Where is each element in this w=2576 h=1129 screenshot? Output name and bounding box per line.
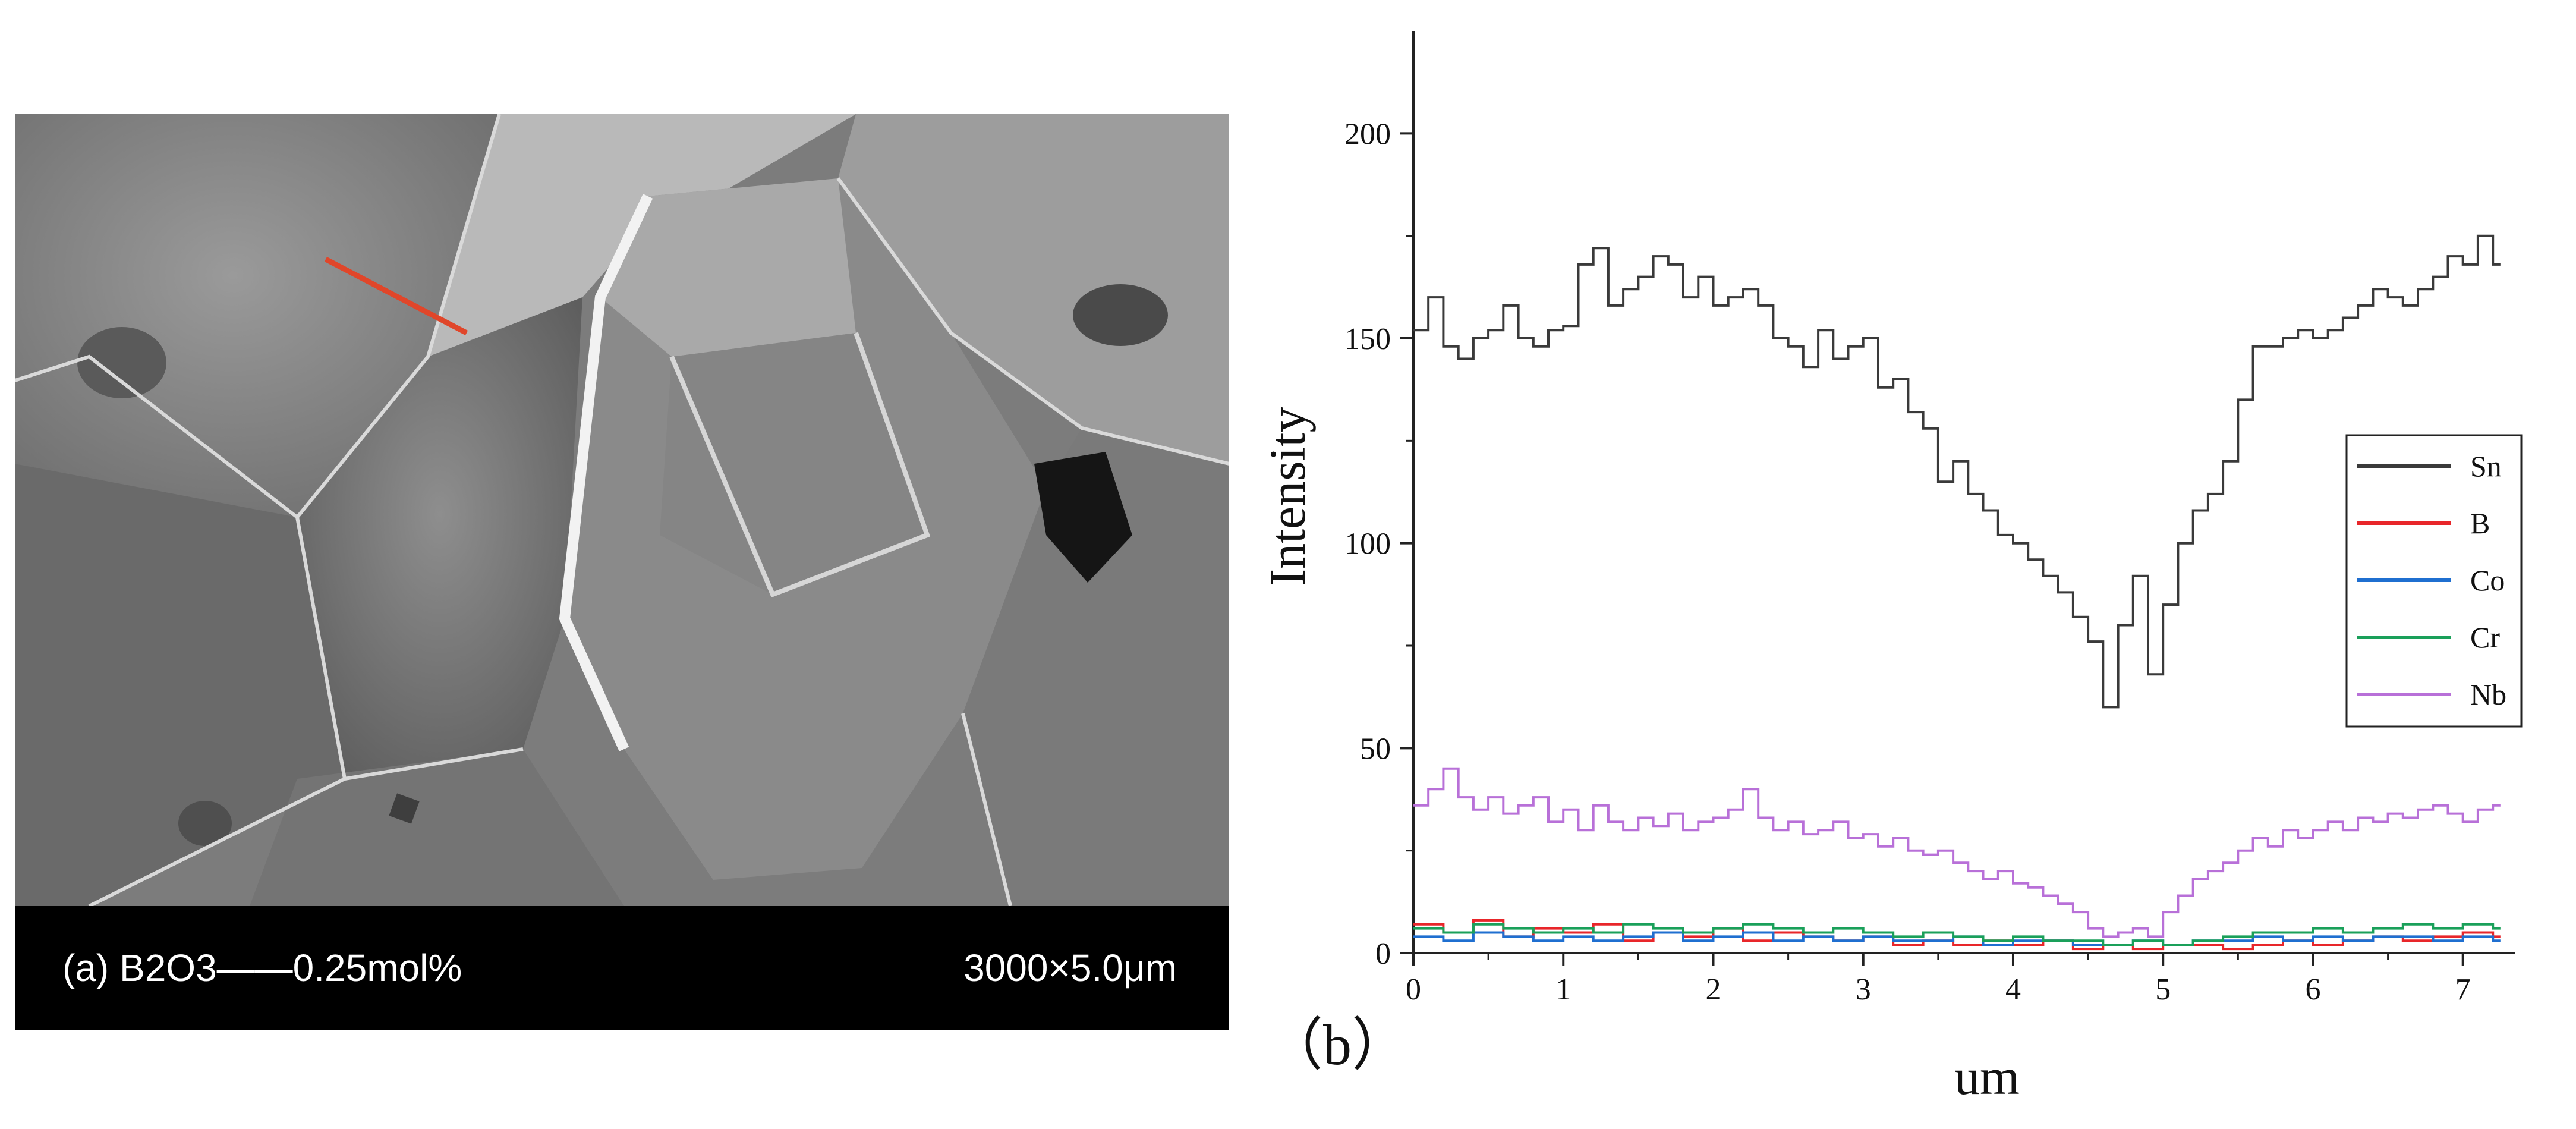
legend-label-cr: Cr: [2470, 621, 2500, 654]
y-tick-label: 100: [1344, 527, 1391, 561]
x-tick-label: 7: [2455, 973, 2471, 1007]
y-tick-label: 200: [1344, 117, 1391, 151]
series-layer: [1413, 234, 2501, 951]
legend-label-b: B: [2470, 507, 2490, 540]
x-tick-label: 6: [2305, 973, 2320, 1007]
sem-image: [15, 114, 1229, 906]
y-axis-title: Intensity: [1259, 407, 1316, 586]
series-line-co: [1413, 931, 2501, 946]
series-line-cr: [1413, 923, 2501, 946]
x-tick-label: 5: [2155, 973, 2171, 1007]
legend-label-sn: Sn: [2470, 449, 2502, 483]
x-tick-label: 3: [1856, 973, 1871, 1007]
panel-label: （b）: [1266, 1013, 1409, 1077]
series-line-b: [1413, 919, 2501, 951]
y-tick-label: 150: [1344, 322, 1391, 356]
y-tick-label: 50: [1360, 732, 1391, 766]
x-tick-label: 0: [1406, 973, 1421, 1007]
series-line-sn: [1413, 234, 2501, 709]
legend-label-co: Co: [2470, 564, 2505, 597]
sample-caption: (a) B2O3——0.25mol%: [62, 946, 462, 989]
x-tick-label: 4: [2005, 973, 2021, 1007]
x-tick-label: 2: [1705, 973, 1721, 1007]
y-tick-label: 0: [1375, 937, 1391, 971]
magnification-caption: 3000×5.0μm: [963, 946, 1177, 989]
plot-frame: [1412, 31, 2515, 954]
axis-ticks: 0 1 2 3 4 5 6 7 0 50 100 150 200: [1344, 117, 2471, 1007]
sem-micrograph: (a) B2O3——0.25mol% 3000×5.0μm: [15, 114, 1229, 1030]
legend: Sn B Co Cr Nb: [2345, 434, 2523, 728]
legend-label-nb: Nb: [2470, 678, 2506, 711]
series-line-nb: [1413, 767, 2501, 938]
x-axis-title: um: [1954, 1048, 2020, 1105]
x-tick-label: 1: [1555, 973, 1571, 1007]
caption-bar: [15, 906, 1229, 1030]
scan-line: [324, 257, 468, 335]
line-scan-chart: 0 1 2 3 4 5 6 7 0 50 100 150 200 Sn B Co Cr Nb Intensity…: [1259, 31, 2523, 1105]
